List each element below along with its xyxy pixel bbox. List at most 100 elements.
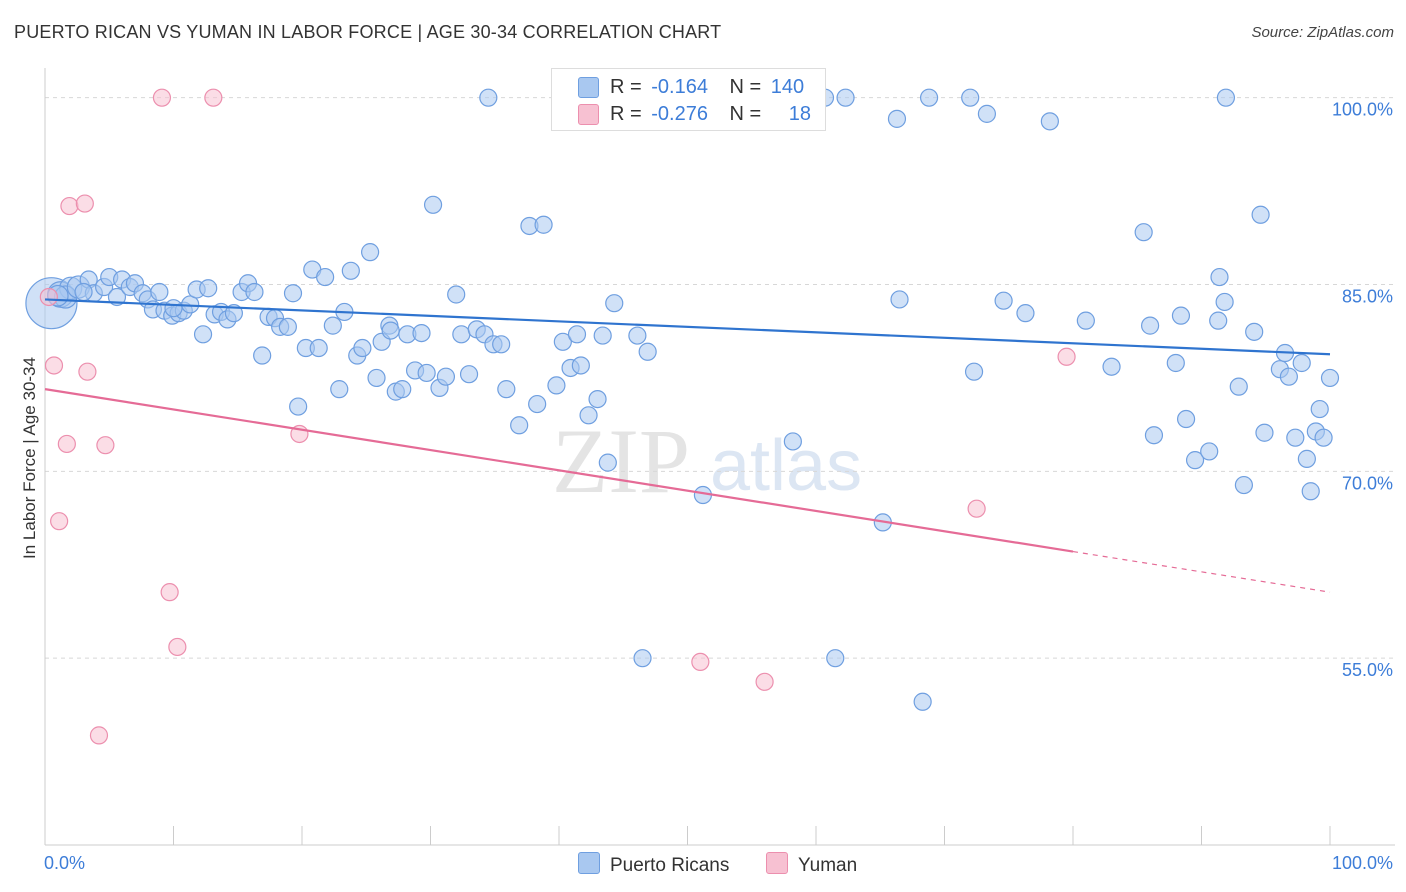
data-point-yuman [1057, 347, 1076, 366]
data-point-puerto-ricans [164, 299, 183, 318]
data-point-puerto-ricans [199, 279, 218, 298]
data-point-puerto-ricans [1301, 482, 1320, 501]
n-value: 18 [788, 103, 812, 125]
data-point-puerto-ricans [633, 649, 652, 668]
data-point-yuman [204, 88, 223, 107]
r-value: -0.276 [651, 103, 708, 125]
source-credit: Source: ZipAtlas.com [1251, 24, 1394, 41]
data-point-puerto-ricans [588, 390, 607, 409]
series-puerto-ricans-points [25, 88, 1340, 711]
data-point-yuman [39, 287, 58, 307]
series-yuman-points [39, 88, 1076, 745]
legend-stats-yuman: R = -0.276 N = 18 [610, 101, 811, 127]
legend-swatch-pink [578, 104, 599, 125]
data-point-puerto-ricans [964, 362, 984, 381]
data-point-puerto-ricans [1076, 311, 1095, 330]
data-point-puerto-ricans [887, 109, 907, 128]
n-label: N = [729, 76, 762, 98]
data-point-puerto-ricans [1255, 423, 1274, 442]
watermark: ZIP atlas [552, 410, 862, 512]
data-point-puerto-ricans [567, 325, 587, 344]
data-point-puerto-ricans [278, 317, 297, 336]
data-point-puerto-ricans [783, 432, 802, 451]
data-point-puerto-ricans [341, 261, 360, 280]
correlation-legend: R = -0.164 N = 140 R = -0.276 N = 18 [551, 68, 826, 131]
legend-row-yuman: R = -0.276 N = 18 [552, 101, 825, 127]
data-point-puerto-ricans [224, 304, 243, 323]
data-point-puerto-ricans [598, 453, 617, 472]
data-point-puerto-ricans [417, 363, 436, 383]
data-point-yuman [50, 512, 69, 531]
data-point-puerto-ricans [330, 380, 349, 399]
data-point-yuman [75, 194, 94, 213]
legend-swatch-blue [578, 852, 600, 874]
data-point-yuman [96, 436, 115, 455]
data-point-puerto-ricans [74, 282, 93, 302]
data-point-puerto-ricans [1245, 322, 1264, 341]
data-point-yuman [78, 362, 97, 381]
data-point-puerto-ricans [1166, 353, 1185, 373]
axes [44, 68, 1395, 846]
data-point-puerto-ricans [367, 368, 386, 388]
legend-swatch-pink [766, 852, 788, 874]
legend-item-yuman[interactable]: Yuman [766, 852, 857, 878]
data-point-puerto-ricans [1016, 304, 1035, 323]
y-tick-label: 85.0% [1342, 287, 1393, 307]
legend-swatch-blue [578, 77, 599, 98]
data-point-puerto-ricans [1314, 428, 1333, 447]
y-tick-label: 100.0% [1332, 100, 1393, 120]
r-label: R = [610, 76, 642, 98]
data-point-puerto-ricans [1040, 112, 1059, 131]
data-point-puerto-ricans [547, 376, 566, 395]
data-point-puerto-ricans [479, 88, 498, 107]
data-point-puerto-ricans [309, 338, 328, 358]
data-point-puerto-ricans [579, 406, 598, 425]
data-point-puerto-ricans [638, 342, 657, 361]
data-point-puerto-ricans [1297, 449, 1316, 468]
grid-lines [45, 97, 1395, 659]
data-point-puerto-ricans [1320, 368, 1340, 388]
data-point-puerto-ricans [107, 287, 127, 307]
chart-title: PUERTO RICAN VS YUMAN IN LABOR FORCE | A… [14, 22, 722, 42]
data-point-puerto-ricans [459, 365, 479, 384]
data-point-puerto-ricans [353, 338, 372, 358]
data-point-yuman [168, 637, 187, 657]
data-point-puerto-ricans [553, 332, 572, 351]
data-point-puerto-ricans [283, 284, 303, 303]
watermark-zip: ZIP [552, 410, 690, 512]
data-point-puerto-ricans [1210, 267, 1229, 287]
data-point-puerto-ricans [1140, 316, 1160, 335]
data-point-puerto-ricans [447, 285, 466, 304]
r-value: -0.164 [651, 76, 708, 98]
data-point-puerto-ricans [1102, 357, 1121, 376]
data-point-yuman [60, 196, 79, 216]
data-point-puerto-ricans [890, 290, 909, 309]
data-point-puerto-ricans [452, 325, 471, 344]
data-point-puerto-ricans [1229, 377, 1248, 396]
data-point-puerto-ricans [253, 346, 272, 365]
n-value: 140 [770, 76, 805, 98]
data-point-puerto-ricans [1185, 451, 1205, 470]
data-point-puerto-ricans [919, 88, 939, 107]
data-point-puerto-ricans [1134, 223, 1153, 242]
data-point-puerto-ricans [193, 325, 213, 344]
data-point-puerto-ricans [510, 416, 529, 435]
trend-lines [44, 298, 1331, 593]
data-point-puerto-ricans [1279, 367, 1298, 386]
data-point-puerto-ricans [977, 104, 997, 123]
data-point-puerto-ricans [994, 291, 1013, 310]
data-point-puerto-ricans [1215, 292, 1234, 312]
data-point-puerto-ricans [393, 380, 412, 399]
data-point-puerto-ricans [1292, 353, 1311, 373]
data-point-puerto-ricans [1216, 88, 1236, 107]
legend-item-puerto-ricans[interactable]: Puerto Ricans [578, 852, 729, 878]
x-tick-labels: 0.0% 100.0% [44, 853, 1393, 873]
data-point-puerto-ricans [436, 367, 456, 386]
data-point-yuman [152, 88, 172, 107]
legend-row-puerto-ricans: R = -0.164 N = 140 [552, 74, 825, 100]
data-point-puerto-ricans [412, 323, 431, 343]
trend-line-puerto-ricans [44, 298, 1331, 356]
data-point-puerto-ricans [1176, 409, 1196, 429]
data-point-puerto-ricans [381, 321, 400, 340]
